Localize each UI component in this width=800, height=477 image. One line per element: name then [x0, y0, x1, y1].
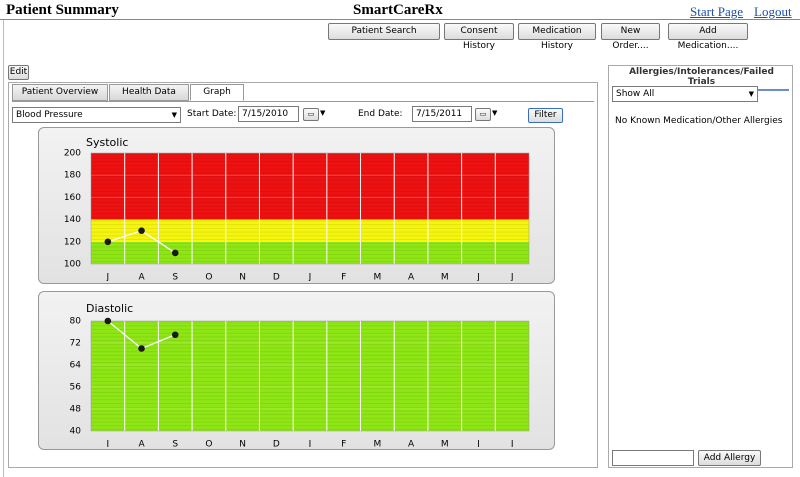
chart-frame: Systolic J A S O N D J F M A M J J 100 120 140 160 180 200 — [38, 127, 555, 284]
y-tick-label: 48 — [70, 405, 82, 415]
x-tick-label: A — [408, 273, 415, 282]
end-date-input[interactable]: 7/15/2011 — [412, 106, 472, 122]
app-name: SmartCareRx — [353, 2, 443, 18]
x-tick-label: N — [239, 440, 246, 448]
tab-active[interactable]: Graph — [190, 84, 244, 101]
measure-select[interactable]: Blood Pressure ▼ — [12, 107, 181, 123]
x-tick-label: J — [308, 273, 312, 282]
start-page-link[interactable]: Start Page — [690, 4, 744, 19]
end-date-label: End Date: — [358, 109, 403, 119]
chart: Diastolic J A S O N D J F M A M J J 40 48 56 64 72 80 — [70, 302, 530, 450]
data-point — [138, 227, 145, 234]
allergies-select[interactable]: Show All ▼ — [612, 86, 758, 102]
dropdown-arrow: ▼ — [748, 90, 754, 98]
data-point — [171, 331, 179, 339]
dropdown-arrow: ▼ — [492, 109, 498, 117]
x-tick-label: J — [510, 440, 514, 448]
x-tick-label: M — [374, 273, 382, 282]
header-rule — [0, 19, 800, 20]
edit-button[interactable]: Edit — [8, 65, 29, 80]
y-tick-label: 160 — [64, 193, 81, 203]
chart-frame: Diastolic J A S O N D J F M A M J J 40 48 56 64 72 80 — [38, 291, 555, 450]
page-title: Patient Summary — [6, 2, 119, 18]
start-date-label: Start Date: — [187, 109, 237, 119]
x-tick-label: M — [374, 440, 382, 448]
allergies-panel — [608, 65, 793, 468]
x-tick-label: S — [172, 440, 178, 448]
x-tick-label: F — [341, 273, 346, 282]
y-tick-label: 200 — [64, 149, 81, 159]
start-date-input[interactable]: 7/15/2010 — [238, 106, 299, 122]
x-tick-label: J — [308, 440, 312, 448]
dropdown-arrow: ▼ — [171, 111, 177, 119]
calendar-button[interactable]: ▭ — [303, 108, 319, 121]
stripes — [91, 153, 529, 264]
y-tick-label: 80 — [70, 317, 82, 327]
x-tick-label: O — [205, 273, 212, 282]
stripes — [91, 321, 529, 431]
y-tick-label: 56 — [70, 383, 82, 393]
toolbar-button[interactable]: Medication History — [518, 23, 596, 51]
y-tick-label: 72 — [70, 339, 81, 349]
y-tick-label: 40 — [70, 427, 82, 437]
x-tick-label: D — [273, 273, 280, 282]
tab[interactable]: Patient Overview — [12, 84, 108, 101]
toolbar-button[interactable]: New Order.... — [601, 23, 660, 51]
add-allergy-button[interactable]: Add Allergy — [698, 450, 761, 466]
calendar-button[interactable]: ▭ — [475, 108, 491, 121]
filter-button[interactable]: Filter — [528, 108, 563, 123]
plot-border — [90, 152, 530, 265]
y-tick-label: 140 — [64, 215, 81, 225]
x-tick-label: J — [106, 273, 110, 282]
data-point — [171, 249, 179, 257]
y-tick-label: 180 — [64, 171, 81, 181]
y-tick-label: 100 — [64, 260, 81, 270]
x-tick-label: A — [408, 440, 415, 448]
data-point — [104, 317, 112, 325]
chart: Systolic J A S O N D J F M A M J J 100 120 140 160 180 200 — [64, 136, 530, 283]
measure-value: Blood Pressure — [16, 110, 83, 120]
x-tick-label: M — [441, 273, 449, 282]
x-tick-label: J — [510, 273, 514, 282]
x-tick-label: M — [441, 440, 449, 448]
chart-title: Diastolic — [86, 302, 133, 315]
x-tick-label: J — [476, 273, 480, 282]
y-tick-label: 64 — [70, 361, 82, 371]
x-tick-label: S — [172, 273, 178, 282]
x-tick-label: N — [239, 273, 246, 282]
tab-rule — [12, 101, 594, 102]
x-tick-label: F — [341, 440, 346, 448]
chart-title: Systolic — [86, 136, 128, 149]
y-tick-label: 120 — [64, 237, 81, 247]
plot-border — [90, 320, 530, 432]
toolbar-button[interactable]: Consent History — [444, 23, 514, 51]
allergies-message: No Known Medication/Other Allergies — [615, 116, 783, 126]
x-tick-label: A — [138, 440, 145, 448]
x-tick-label: D — [273, 440, 280, 448]
x-tick-label: J — [106, 440, 110, 448]
x-tick-label: A — [138, 273, 145, 282]
x-tick-label: J — [476, 440, 480, 448]
toolbar-button[interactable]: Add Medication.... — [668, 23, 748, 51]
allergy-input[interactable] — [612, 450, 694, 466]
left-border — [3, 20, 4, 477]
tab[interactable]: Health Data — [109, 84, 189, 101]
x-tick-label: O — [205, 440, 212, 448]
data-point — [104, 238, 112, 246]
data-point — [138, 345, 145, 352]
toolbar-button[interactable]: Patient Search — [328, 23, 440, 40]
logout-link[interactable]: Logout — [754, 4, 792, 19]
dropdown-arrow: ▼ — [320, 109, 326, 117]
main-panel — [8, 82, 598, 468]
allergies-filter: Show All — [616, 89, 655, 99]
